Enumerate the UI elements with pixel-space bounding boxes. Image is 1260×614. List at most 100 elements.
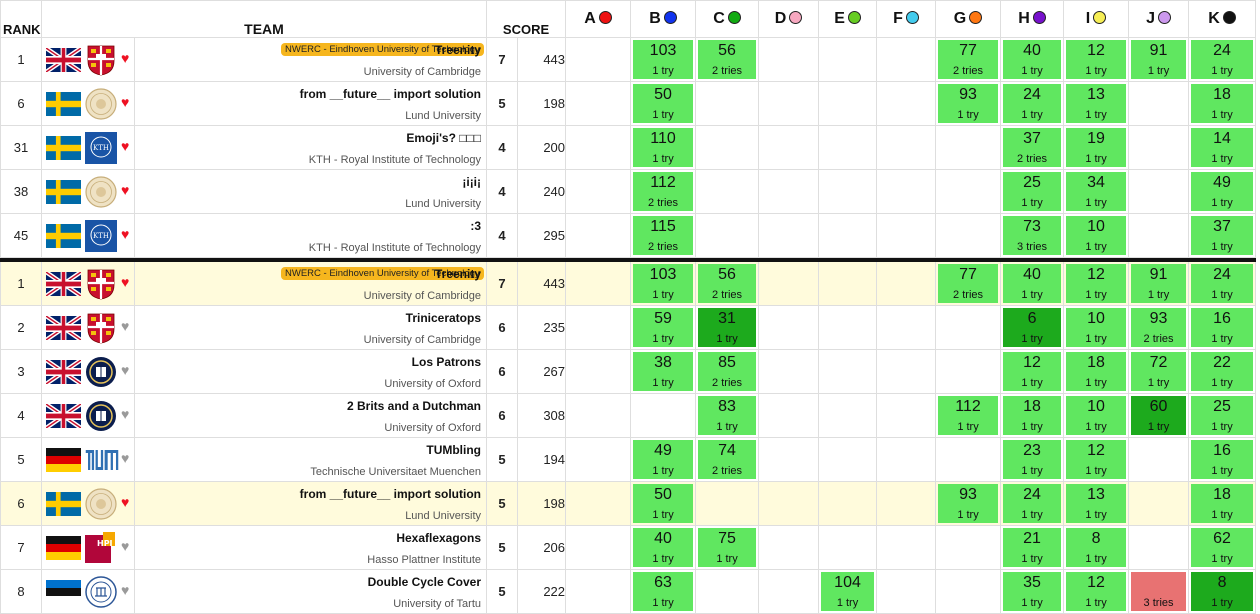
team-cell[interactable]: from __future__ import solution Lund Univ… [133, 81, 488, 126]
problem-cell-j[interactable] [1128, 481, 1190, 526]
team-row[interactable]: 5 ♥ TUMbling Technische Universitaet Muench… [0, 437, 1257, 482]
problem-cell-f[interactable] [876, 81, 937, 126]
problem-cell-g[interactable]: 93 1 try [935, 81, 1002, 126]
problem-cell-g[interactable] [935, 169, 1002, 214]
team-cell[interactable]: Hexaflexagons Hasso Plattner Institute [133, 525, 488, 570]
problem-header-h[interactable]: H [1000, 0, 1065, 38]
problem-cell-c[interactable]: 56 2 tries [695, 37, 760, 82]
problem-cell-f[interactable] [876, 525, 937, 570]
problem-cell-b[interactable]: 103 1 try [630, 37, 697, 82]
team-name[interactable]: Emoji's? □□□ [406, 131, 482, 145]
problem-cell-c[interactable] [695, 213, 760, 258]
team-name[interactable]: from __future__ import solution [299, 487, 482, 501]
score-header[interactable]: SCORE [486, 0, 567, 38]
problem-cell-h[interactable]: 73 3 tries [1000, 213, 1065, 258]
favorite-heart-icon[interactable]: ♥ [121, 362, 130, 378]
problem-cell-g[interactable] [935, 349, 1002, 394]
team-name[interactable]: TUMbling [426, 443, 482, 457]
problem-cell-h[interactable]: 6 1 try [1000, 305, 1065, 350]
problem-cell-f[interactable] [876, 349, 937, 394]
problem-cell-b[interactable]: 50 1 try [630, 81, 697, 126]
problem-cell-c[interactable]: 75 1 try [695, 525, 760, 570]
problem-cell-i[interactable]: 18 1 try [1063, 349, 1130, 394]
favorite-heart-icon[interactable]: ♥ [121, 182, 130, 198]
problem-cell-f[interactable] [876, 125, 937, 170]
problem-cell-h[interactable]: 35 1 try [1000, 569, 1065, 614]
problem-cell-f[interactable] [876, 481, 937, 526]
problem-cell-d[interactable] [758, 37, 820, 82]
team-row[interactable]: 8 ♥ Double Cycle Cover University of Tartu 5… [0, 569, 1257, 614]
team-row[interactable]: 31 ♥ Emoji's? □□□ KTH - Royal Institute of … [0, 125, 1257, 170]
problem-cell-k[interactable]: 37 1 try [1188, 213, 1257, 258]
team-name[interactable]: 2 Brits and a Dutchman [346, 399, 482, 413]
favorite-heart-icon[interactable]: ♥ [121, 226, 130, 242]
team-name[interactable]: Double Cycle Cover [367, 575, 482, 589]
problem-header-c[interactable]: C [695, 0, 760, 38]
team-header[interactable]: TEAM [40, 0, 488, 38]
problem-cell-k[interactable]: 22 1 try [1188, 349, 1257, 394]
favorite-heart-icon[interactable]: ♥ [121, 494, 130, 510]
problem-cell-b[interactable]: 49 1 try [630, 437, 697, 482]
problem-cell-i[interactable]: 12 1 try [1063, 569, 1130, 614]
problem-cell-e[interactable] [818, 525, 878, 570]
team-cell[interactable]: Double Cycle Cover University of Tartu [133, 569, 488, 614]
favorite-heart-icon[interactable]: ♥ [121, 538, 130, 554]
problem-cell-i[interactable]: 12 1 try [1063, 261, 1130, 306]
problem-cell-e[interactable] [818, 213, 878, 258]
favorite-heart-icon[interactable]: ♥ [121, 406, 130, 422]
problem-cell-k[interactable]: 62 1 try [1188, 525, 1257, 570]
problem-cell-i[interactable]: 10 1 try [1063, 393, 1130, 438]
team-cell[interactable]: ¡i¡i¡ Lund University [133, 169, 488, 214]
problem-cell-a[interactable] [565, 213, 632, 258]
problem-cell-k[interactable]: 25 1 try [1188, 393, 1257, 438]
problem-cell-d[interactable] [758, 81, 820, 126]
problem-header-j[interactable]: J [1128, 0, 1190, 38]
problem-cell-d[interactable] [758, 169, 820, 214]
problem-cell-k[interactable]: 8 1 try [1188, 569, 1257, 614]
problem-cell-h[interactable]: 23 1 try [1000, 437, 1065, 482]
problem-header-f[interactable]: F [876, 0, 937, 38]
team-cell[interactable]: NWERC - Eindhoven University of Technolo… [133, 261, 488, 306]
problem-cell-c[interactable] [695, 125, 760, 170]
problem-cell-d[interactable] [758, 261, 820, 306]
problem-cell-k[interactable]: 24 1 try [1188, 261, 1257, 306]
problem-cell-k[interactable]: 14 1 try [1188, 125, 1257, 170]
problem-cell-a[interactable] [565, 349, 632, 394]
team-row[interactable]: 4 ♥ 2 Brits and a Dutchman University of Ox… [0, 393, 1257, 438]
problem-cell-b[interactable]: 50 1 try [630, 481, 697, 526]
problem-cell-f[interactable] [876, 169, 937, 214]
problem-cell-g[interactable] [935, 437, 1002, 482]
problem-cell-f[interactable] [876, 261, 937, 306]
problem-cell-g[interactable] [935, 213, 1002, 258]
problem-cell-f[interactable] [876, 213, 937, 258]
problem-cell-d[interactable] [758, 305, 820, 350]
problem-cell-d[interactable] [758, 213, 820, 258]
team-cell[interactable]: Emoji's? □□□ KTH - Royal Institute of Tec… [133, 125, 488, 170]
problem-cell-i[interactable]: 10 1 try [1063, 305, 1130, 350]
problem-cell-j[interactable]: 72 1 try [1128, 349, 1190, 394]
team-row[interactable]: 7 ♥ Hexaflexagons Hasso Plattner Institute 5… [0, 525, 1257, 570]
problem-cell-d[interactable] [758, 437, 820, 482]
problem-cell-g[interactable]: 77 2 tries [935, 261, 1002, 306]
problem-cell-k[interactable]: 18 1 try [1188, 81, 1257, 126]
problem-cell-d[interactable] [758, 349, 820, 394]
favorite-heart-icon[interactable]: ♥ [121, 274, 130, 290]
problem-cell-i[interactable]: 8 1 try [1063, 525, 1130, 570]
problem-cell-k[interactable]: 18 1 try [1188, 481, 1257, 526]
team-row[interactable]: 1 ♥ NWERC - Eindhoven University of Techno… [0, 37, 1257, 82]
problem-cell-h[interactable]: 12 1 try [1000, 349, 1065, 394]
problem-cell-g[interactable] [935, 125, 1002, 170]
problem-cell-i[interactable]: 12 1 try [1063, 37, 1130, 82]
team-row[interactable]: 3 ♥ Los Patrons University of Oxford 6 267 38 1… [0, 349, 1257, 394]
team-row[interactable]: 6 ♥ from __future__ import solution Lund Un… [0, 481, 1257, 526]
favorite-heart-icon[interactable]: ♥ [121, 50, 130, 66]
problem-cell-j[interactable] [1128, 437, 1190, 482]
problem-header-b[interactable]: B [630, 0, 697, 38]
problem-cell-b[interactable]: 38 1 try [630, 349, 697, 394]
team-name[interactable]: Treenity [434, 43, 482, 57]
problem-cell-a[interactable] [565, 81, 632, 126]
problem-cell-b[interactable]: 59 1 try [630, 305, 697, 350]
problem-cell-e[interactable] [818, 125, 878, 170]
problem-header-d[interactable]: D [758, 0, 820, 38]
problem-cell-e[interactable] [818, 349, 878, 394]
